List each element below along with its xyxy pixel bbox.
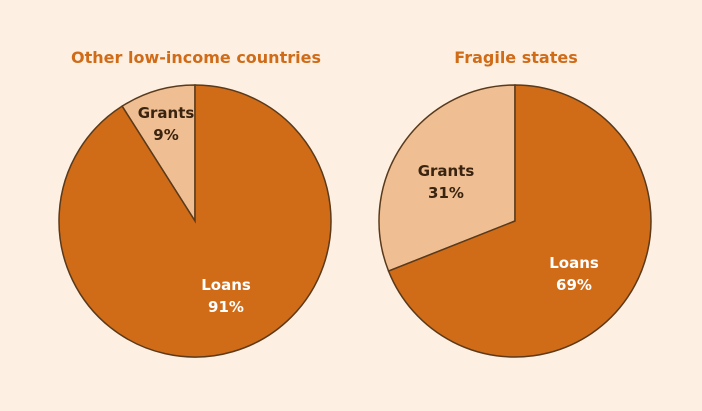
slice-value-other-low-income-grants: 9% [153,126,178,144]
pie-chart-fragile-states: Grants 31% Loans 69% [378,84,652,358]
slice-value-fragile-states-grants: 31% [428,184,464,202]
pie-chart-other-low-income: Grants 9% Loans 91% [58,84,332,358]
slice-value-other-low-income-loans: 91% [208,298,244,316]
slice-label-other-low-income-loans: Loans [201,276,251,294]
slice-label-fragile-states-grants: Grants [418,162,475,180]
pie-chart-title-fragile-states: Fragile states [454,48,578,67]
pie-slice-fragile-states-loans [387,84,652,358]
slice-label-fragile-states-loans: Loans [549,254,599,272]
pie-chart-title-other-low-income: Other low-income countries [71,48,321,67]
slice-label-other-low-income-grants: Grants [138,104,195,122]
pie-slice-fragile-states-grants [378,84,516,273]
slice-value-fragile-states-loans: 69% [556,276,592,294]
pie-slice-other-low-income-loans [58,84,332,358]
